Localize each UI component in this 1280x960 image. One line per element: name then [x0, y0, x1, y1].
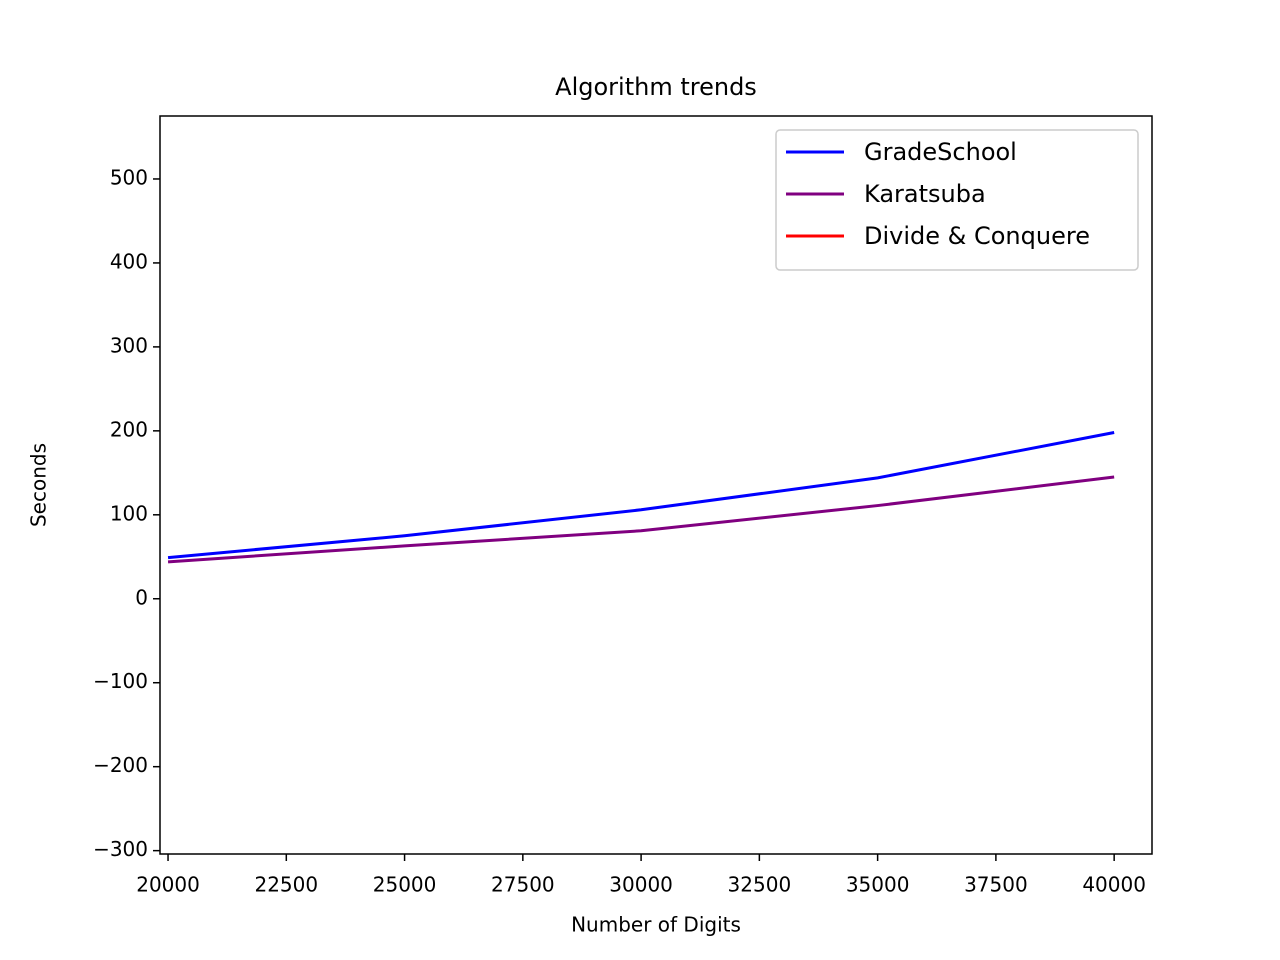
x-tick-label: 37500 [964, 873, 1028, 897]
x-tick-label: 40000 [1082, 873, 1146, 897]
x-axis-label: Number of Digits [571, 913, 741, 937]
y-tick-label: 400 [110, 249, 148, 273]
x-tick-label: 27500 [491, 873, 555, 897]
y-tick-label: 0 [135, 585, 148, 609]
chart-title: Algorithm trends [555, 73, 757, 101]
y-tick-label: −100 [93, 669, 148, 693]
y-tick-label: 500 [110, 165, 148, 189]
x-tick-label: 22500 [254, 873, 318, 897]
legend-label: Karatsuba [864, 180, 986, 208]
x-tick-label: 20000 [136, 873, 200, 897]
x-tick-label: 32500 [728, 873, 792, 897]
series-line [167, 431, 1115, 560]
series-line [167, 475, 1115, 564]
legend-label: Divide & Conquere [864, 222, 1090, 250]
legend-label: GradeSchool [864, 138, 1017, 166]
y-tick-label: −300 [93, 837, 148, 861]
legend-box [775, 129, 1139, 271]
x-tick-label: 25000 [373, 873, 437, 897]
x-tick-label: 35000 [846, 873, 910, 897]
plot-frame [159, 115, 1153, 855]
y-axis-label: Seconds [27, 443, 51, 527]
y-tick-label: 200 [110, 417, 148, 441]
y-tick-label: 300 [110, 333, 148, 357]
x-tick-label: 30000 [609, 873, 673, 897]
y-tick-label: 100 [110, 501, 148, 525]
y-tick-label: −200 [93, 753, 148, 777]
